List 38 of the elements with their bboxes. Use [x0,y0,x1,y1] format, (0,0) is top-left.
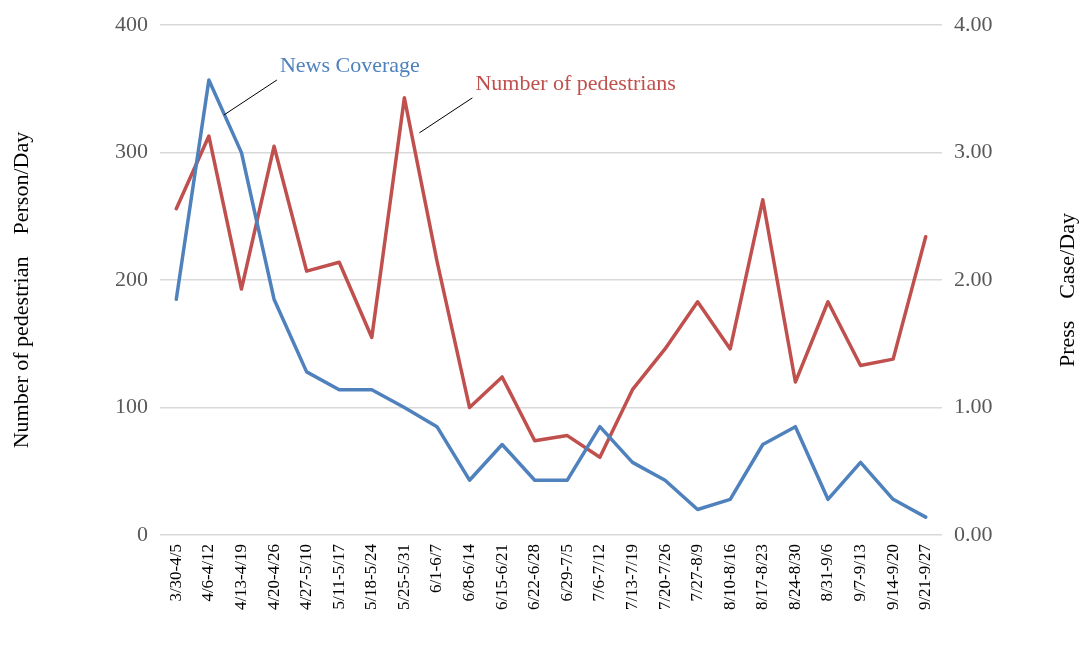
x-tick-label: 5/11-5/17 [328,543,348,610]
x-tick-label: 9/14-9/20 [882,544,902,611]
x-tick-label: 9/21-9/27 [915,543,935,611]
x-tick-label: 7/6-7/12 [589,544,609,602]
x-tick-label: 8/24-8/30 [784,544,804,611]
x-tick-label: 8/17-8/23 [752,544,772,611]
y2-tick-label: 3.00 [954,138,993,164]
x-tick-label: 6/29-7/5 [556,544,576,602]
y2-axis-title: Press Case/Day [1053,213,1079,368]
x-tick-label: 7/20-7/26 [654,544,674,611]
x-tick-label: 6/22-6/28 [524,544,544,611]
x-tick-label: 4/20-4/26 [263,544,283,611]
x-tick-label: 6/15-6/21 [491,544,511,611]
text: News Coverage [279,51,420,77]
x-tick-label: 8/31-9/6 [817,544,837,602]
x-tick-label: 9/7-9/13 [850,544,870,602]
y2-tick-label: 2.00 [954,265,993,291]
x-tick-label: 4/13-4/19 [230,544,250,611]
x-tick-label: 6/8-6/14 [459,543,479,602]
y2-tick-label: 1.00 [954,393,993,419]
y-tick-label: 0 [137,520,148,546]
y-tick-label: 100 [115,393,148,419]
x-tick-label: 4/6-4/12 [198,544,218,602]
x-tick-label: 8/10-8/16 [719,544,739,611]
x-tick-label: 7/27-8/9 [687,544,707,602]
y2-tick-label: 4.00 [954,10,993,36]
x-tick-label: 7/13-7/19 [621,544,641,611]
y-tick-label: 400 [115,10,148,36]
text: Number of pedestrians [475,69,676,95]
x-tick-label: 3/30-4/5 [165,544,185,602]
y2-tick-label: 0.00 [954,520,993,546]
x-tick-label: 6/1-6/7 [426,543,446,594]
y-axis-title: Number of pedestrian Person/Day [7,131,33,449]
y-tick-label: 200 [115,265,148,291]
y-tick-label: 300 [115,138,148,164]
x-tick-label: 5/18-5/24 [361,543,381,611]
x-tick-label: 4/27-5/10 [296,544,316,611]
x-tick-label: 5/25-5/31 [393,544,413,611]
